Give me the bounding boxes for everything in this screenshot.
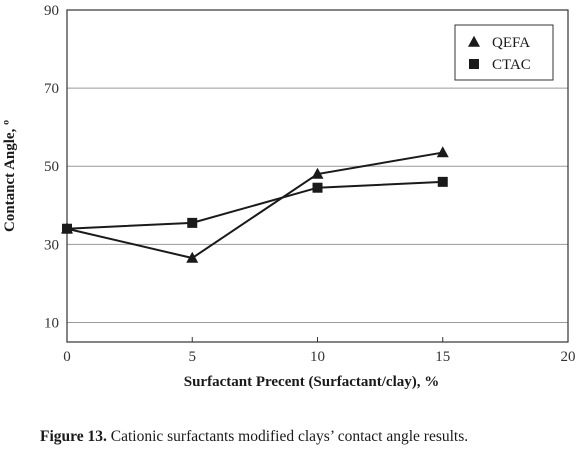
x-tick-label: 0 — [63, 349, 71, 365]
series-line-ctac — [66, 180, 443, 230]
legend-label-ctac: CTAC — [492, 57, 531, 73]
data-point-ctac — [312, 182, 323, 193]
series-ctac — [62, 176, 448, 234]
contact-angle-chart: 10 30 50 70 90 0 5 10 15 20 QEFA CTAC Surfactant P… — [2, 3, 576, 390]
y-tick-label: 10 — [44, 315, 59, 331]
legend-marker-qefa — [468, 35, 480, 47]
data-point-ctac — [187, 217, 198, 228]
y-tick-label: 90 — [44, 3, 59, 19]
axis-ticks: 10 30 50 70 90 0 5 10 15 20 — [44, 3, 576, 365]
x-tick-label: 20 — [561, 349, 576, 365]
caption-text: Cationic surfactants modified clays’ con… — [106, 428, 469, 445]
data-point-ctac — [62, 223, 72, 234]
legend: QEFA CTAC — [454, 24, 554, 81]
y-tick-label: 50 — [44, 159, 59, 175]
data-point-qefa — [186, 251, 199, 263]
x-tick-label: 15 — [435, 349, 450, 365]
figure-number: Figure 13. — [40, 428, 107, 445]
legend-box — [454, 24, 554, 81]
x-tick-label: 5 — [189, 349, 197, 365]
data-series — [61, 146, 449, 263]
data-point-qefa — [436, 146, 449, 158]
data-point-ctac — [437, 176, 448, 187]
legend-marker-ctac — [469, 59, 479, 69]
legend-items: QEFA CTAC — [468, 35, 531, 73]
y-axis-title: Contanct Angle, º — [2, 120, 18, 232]
figure-caption: Figure 13. Cationic surfactants modified… — [40, 428, 468, 446]
legend-label-qefa: QEFA — [492, 35, 530, 51]
y-tick-label: 70 — [44, 81, 59, 97]
x-axis-title: Surfactant Precent (Surfactant/clay), % — [184, 374, 440, 390]
x-tick-label: 10 — [310, 349, 325, 365]
series-line-qefa — [66, 151, 443, 260]
data-point-qefa — [311, 167, 324, 179]
y-tick-label: 30 — [44, 237, 59, 253]
